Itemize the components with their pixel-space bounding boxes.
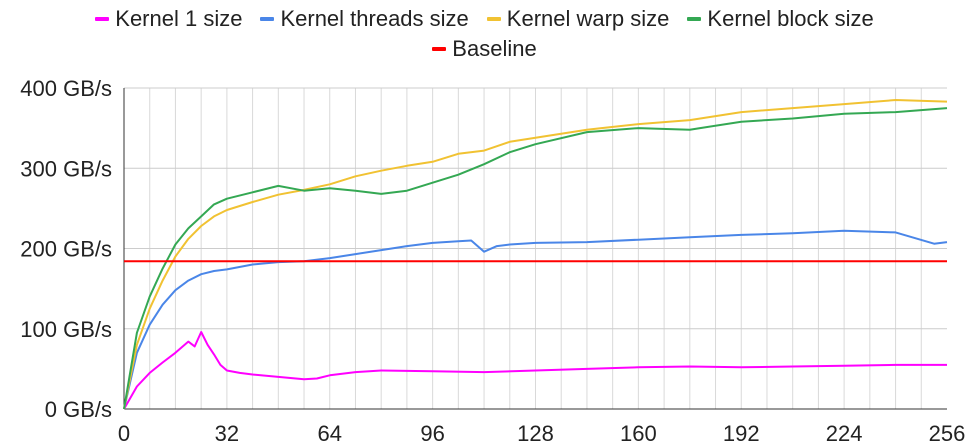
x-tick-label: 160 xyxy=(620,421,657,446)
x-tick-label: 0 xyxy=(118,421,130,446)
series-group xyxy=(123,99,948,410)
legend-label: Kernel threads size xyxy=(280,6,469,31)
legend-swatch xyxy=(486,17,501,21)
legend-row-2: Baseline xyxy=(0,34,969,64)
x-tick-label: 32 xyxy=(215,421,239,446)
legend-swatch xyxy=(260,17,275,21)
x-tick-label: 224 xyxy=(826,421,863,446)
x-tick-label: 128 xyxy=(517,421,554,446)
legend-item-kernel-1-size: Kernel 1 size xyxy=(95,4,242,34)
grid xyxy=(124,87,947,410)
y-tick-label: 100 GB/s xyxy=(20,317,112,342)
legend-item-baseline: Baseline xyxy=(432,34,537,64)
series-line-kernel-1-size xyxy=(123,331,947,410)
y-tick-label: 200 GB/s xyxy=(20,237,112,262)
legend-item-kernel-block-size: Kernel block size xyxy=(687,4,874,34)
legend: Kernel 1 size Kernel threads size Kernel… xyxy=(0,4,969,64)
legend-item-kernel-threads-size: Kernel threads size xyxy=(260,4,469,34)
legend-row-1: Kernel 1 size Kernel threads size Kernel… xyxy=(0,4,969,34)
legend-label: Kernel 1 size xyxy=(115,6,243,31)
series-line-kernel-block-size xyxy=(123,107,948,410)
x-tick-label: 192 xyxy=(723,421,760,446)
y-tick-label: 300 GB/s xyxy=(20,156,112,181)
legend-label: Baseline xyxy=(452,36,537,61)
x-tick-label: 256 xyxy=(929,421,966,446)
axes xyxy=(123,88,947,410)
legend-swatch xyxy=(95,17,110,21)
tick-labels: 0 GB/s 100 GB/s 200 GB/s 300 GB/s 400 GB/s 0 3… xyxy=(20,76,965,446)
y-tick-label: 400 GB/s xyxy=(20,76,112,101)
legend-swatch xyxy=(687,17,702,21)
legend-label: Kernel block size xyxy=(707,6,874,31)
x-tick-label: 64 xyxy=(318,421,342,446)
legend-item-kernel-warp-size: Kernel warp size xyxy=(486,4,670,34)
x-tick-label: 96 xyxy=(420,421,444,446)
legend-swatch xyxy=(432,47,447,51)
legend-label: Kernel warp size xyxy=(506,6,670,31)
series-line-kernel-warp-size xyxy=(123,99,948,410)
series-line-kernel-threads-size xyxy=(123,229,948,410)
y-tick-label: 0 GB/s xyxy=(45,397,112,422)
